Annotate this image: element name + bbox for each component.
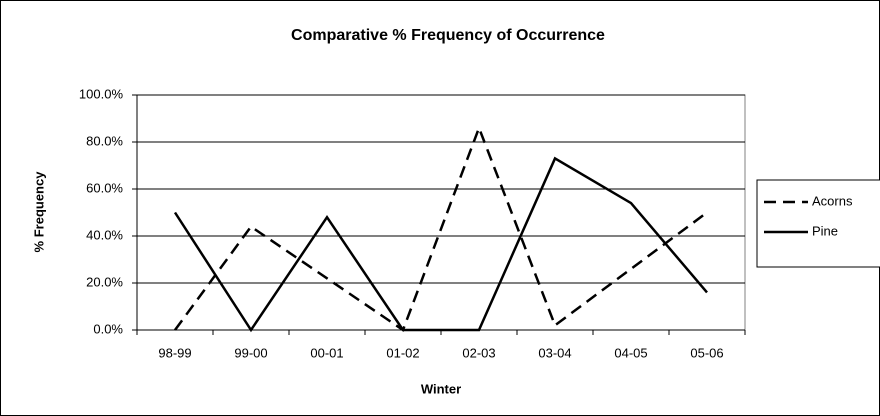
x-tick-label: 04-05 <box>614 345 647 360</box>
plot-area <box>136 94 746 331</box>
y-tick-label: 20.0% <box>86 274 123 289</box>
y-tick-label: 0.0% <box>93 321 123 336</box>
y-tick-label: 60.0% <box>86 180 123 195</box>
series-line <box>173 124 708 332</box>
x-tick-label: 99-00 <box>234 345 267 360</box>
x-tick-label: 00-01 <box>310 345 343 360</box>
x-tick-label: 01-02 <box>386 345 419 360</box>
x-axis-title: Winter <box>421 381 461 396</box>
y-tick-label: 100.0% <box>79 86 124 101</box>
chart-title: Comparative % Frequency of Occurrence <box>291 27 605 44</box>
x-tick-label: 03-04 <box>538 345 571 360</box>
legend-label: Pine <box>812 223 838 238</box>
x-tick-label: 02-03 <box>462 345 495 360</box>
y-tick-label: 40.0% <box>86 227 123 242</box>
y-tick-label: 80.0% <box>86 133 123 148</box>
x-tick-label: 05-06 <box>690 345 723 360</box>
x-tick-label: 98-99 <box>158 345 191 360</box>
y-axis-title: % Frequency <box>31 171 46 253</box>
series-line <box>173 156 708 333</box>
legend <box>756 179 880 268</box>
legend-label: Acorns <box>812 193 853 208</box>
